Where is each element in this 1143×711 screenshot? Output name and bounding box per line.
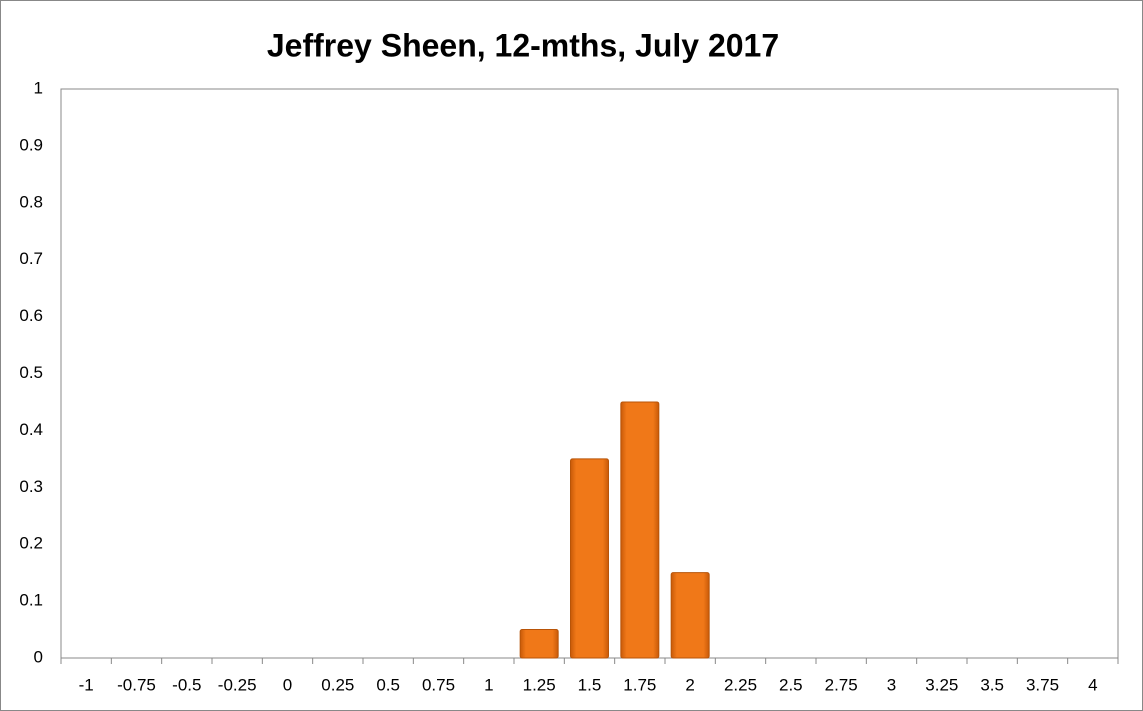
x-tick-label: 2.25 — [724, 675, 757, 694]
x-tick-label: 1 — [484, 675, 493, 694]
x-tick-label: 2.75 — [825, 675, 858, 694]
bar — [620, 401, 660, 659]
y-tick-label: 1 — [34, 78, 43, 97]
x-tick-label: 1.75 — [623, 675, 656, 694]
x-tick-label: 4 — [1088, 675, 1097, 694]
x-tick-label: -0.75 — [117, 675, 156, 694]
x-tick-label: 2 — [685, 675, 694, 694]
x-tick-label: 3.25 — [925, 675, 958, 694]
x-tick-label: 0.5 — [376, 675, 400, 694]
bar — [570, 458, 609, 659]
x-tick-label: 0.75 — [422, 675, 455, 694]
y-tick-label: 0.3 — [19, 477, 43, 496]
chart-title: Jeffrey Sheen, 12-mths, July 2017 — [267, 27, 779, 63]
y-tick-label: 0.8 — [19, 192, 43, 211]
y-tick-label: 0.5 — [19, 363, 43, 382]
x-tick-label: 0.25 — [321, 675, 354, 694]
x-tick-label: -0.5 — [172, 675, 201, 694]
y-tick-label: 0 — [34, 647, 43, 666]
x-tick-label: 3 — [887, 675, 896, 694]
x-tick-label: -0.25 — [218, 675, 257, 694]
bar — [670, 572, 710, 659]
x-tick-label: 3.5 — [980, 675, 1004, 694]
x-tick-label: 1.5 — [578, 675, 602, 694]
y-tick-label: 0.7 — [19, 249, 43, 268]
x-tick-label: 2.5 — [779, 675, 803, 694]
x-tick-label: -1 — [79, 675, 94, 694]
y-tick-label: 0.2 — [19, 534, 43, 553]
y-tick-label: 0.4 — [19, 420, 43, 439]
x-tick-label: 3.75 — [1026, 675, 1059, 694]
bar — [519, 629, 559, 659]
y-tick-label: 0.9 — [19, 135, 43, 154]
x-tick-label: 1.25 — [523, 675, 556, 694]
y-tick-label: 0.1 — [19, 591, 43, 610]
y-tick-label: 0.6 — [19, 306, 43, 325]
x-tick-label: 0 — [283, 675, 292, 694]
